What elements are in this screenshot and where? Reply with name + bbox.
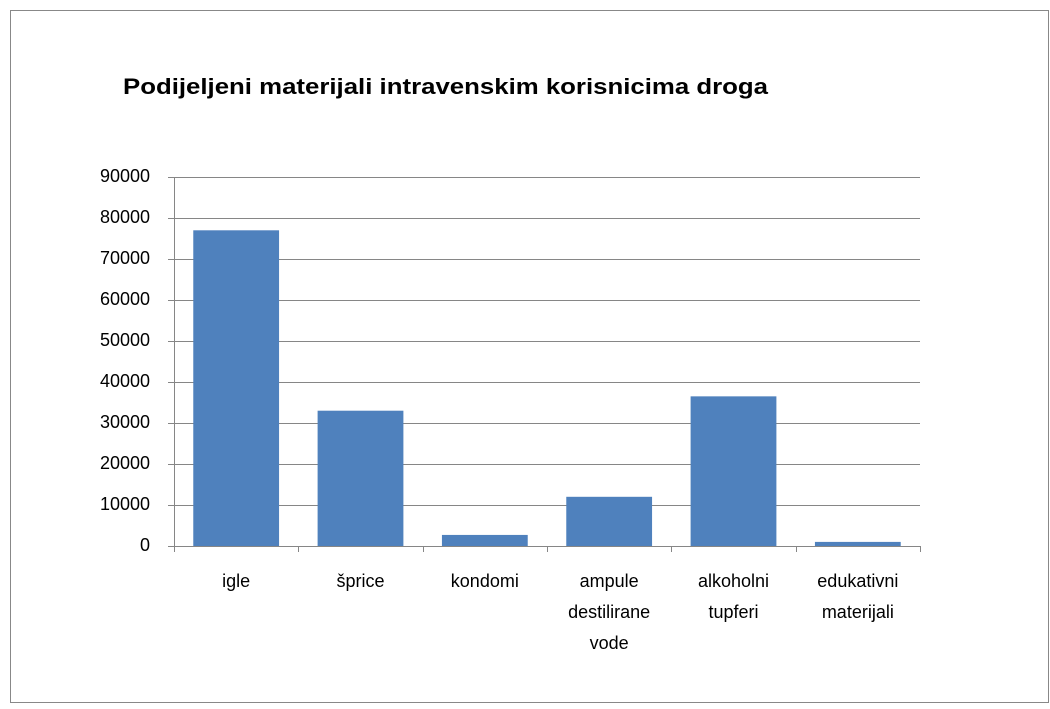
y-tick-label: 20000 xyxy=(100,453,150,473)
bar xyxy=(193,230,280,547)
x-tick-label: edukativni materijali xyxy=(817,571,898,622)
x-tick-label: igle xyxy=(222,571,250,591)
bar xyxy=(317,410,404,546)
y-tick-label: 10000 xyxy=(100,494,150,514)
bar xyxy=(441,534,528,546)
y-tick-label: 40000 xyxy=(100,371,150,391)
chart-frame xyxy=(10,10,1049,703)
bar xyxy=(690,396,777,546)
y-tick-label: 70000 xyxy=(100,248,150,268)
y-tick-label: 90000 xyxy=(100,166,150,186)
y-tick-label: 80000 xyxy=(100,207,150,227)
y-tick-label: 0 xyxy=(140,535,150,555)
x-tick-label: kondomi xyxy=(451,571,519,591)
x-tick-label: alkoholni tupferi xyxy=(698,571,769,622)
bar xyxy=(566,496,653,546)
x-tick-label: šprice xyxy=(336,571,384,591)
y-tick-label: 50000 xyxy=(100,330,150,350)
bar xyxy=(814,541,901,546)
x-tick-label: ampule destilirane vode xyxy=(568,571,650,653)
chart-title: Podijeljeni materijali intravenskim kori… xyxy=(123,74,769,99)
y-tick-label: 30000 xyxy=(100,412,150,432)
y-tick-label: 60000 xyxy=(100,289,150,309)
